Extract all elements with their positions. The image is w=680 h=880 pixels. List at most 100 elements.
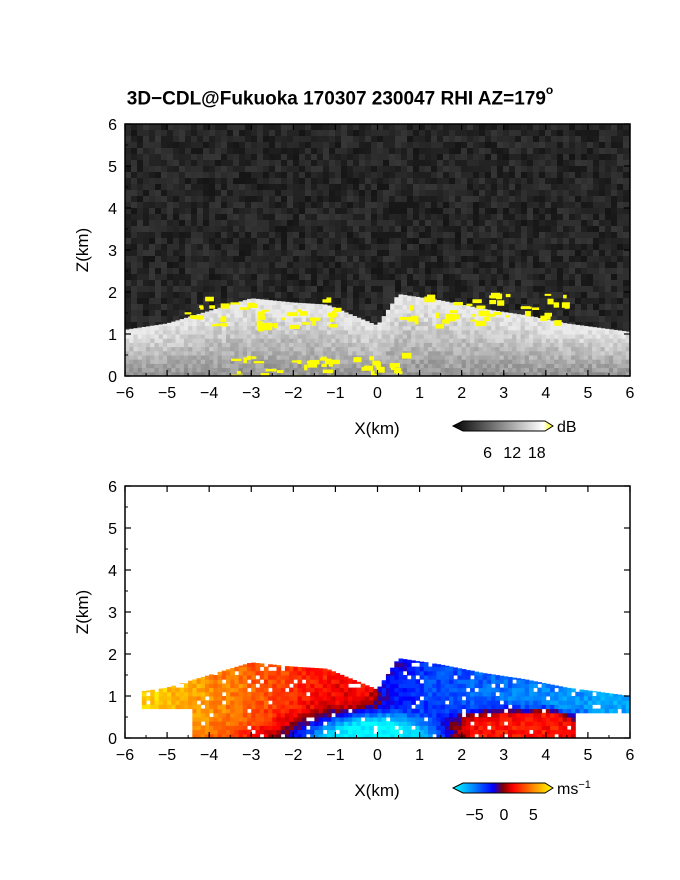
intensity-echo-cell xyxy=(411,359,416,364)
intensity-echo-cell xyxy=(162,367,168,373)
intensity-noise-cell xyxy=(323,238,329,244)
intensity-noise-cell xyxy=(293,142,299,148)
intensity-noise-cell xyxy=(185,250,191,256)
intensity-noise-cell xyxy=(191,136,197,142)
intensity-noise-cell xyxy=(353,172,359,178)
intensity-noise-cell xyxy=(509,214,515,220)
intensity-noise-cell xyxy=(155,226,161,232)
intensity-echo-cell xyxy=(301,308,307,314)
intensity-noise-cell xyxy=(593,148,599,154)
intensity-echo-cell xyxy=(167,371,172,376)
intensity-noise-cell xyxy=(575,310,581,316)
intensity-echo-cell xyxy=(402,313,408,318)
intensity-noise-cell xyxy=(365,202,371,208)
intensity-noise-cell xyxy=(131,262,137,268)
intensity-noise-cell xyxy=(347,304,353,310)
intensity-noise-cell xyxy=(383,196,389,202)
intensity-noise-cell xyxy=(437,262,443,268)
intensity-noise-cell xyxy=(347,166,353,172)
intensity-echo-cell xyxy=(440,350,446,356)
intensity-echo-cell xyxy=(381,321,387,327)
intensity-noise-cell xyxy=(317,262,323,268)
intensity-echo-cell xyxy=(381,338,387,343)
intensity-echo-cell xyxy=(343,371,349,376)
intensity-noise-cell xyxy=(587,286,593,292)
intensity-noise-cell xyxy=(359,262,365,268)
intensity-noise-cell xyxy=(203,220,209,226)
intensity-echo-cell xyxy=(478,308,484,310)
intensity-noise-cell xyxy=(221,172,227,178)
intensity-noise-cell xyxy=(599,238,605,244)
intensity-echo-cell xyxy=(284,325,290,331)
intensity-echo-cell xyxy=(411,350,416,356)
intensity-echo-cell xyxy=(141,346,147,352)
intensity-noise-cell xyxy=(431,142,437,148)
intensity-noise-cell xyxy=(227,154,233,160)
intensity-noise-cell xyxy=(533,304,539,310)
intensity-echo-cell xyxy=(188,342,193,348)
intensity-echo-cell xyxy=(188,367,193,373)
intensity-echo-cell xyxy=(217,363,223,369)
intensity-noise-cell xyxy=(425,232,431,238)
intensity-noise-cell xyxy=(455,298,461,304)
intensity-noise-cell xyxy=(365,142,371,148)
intensity-echo-cell xyxy=(327,317,332,322)
intensity-noise-cell xyxy=(353,280,359,286)
intensity-echo-cell xyxy=(213,334,219,339)
intensity-echo-cell xyxy=(423,342,429,348)
intensity-echo-cell xyxy=(200,355,206,360)
intensity-noise-cell xyxy=(575,238,581,244)
intensity-noise-cell xyxy=(551,202,557,208)
intensity-noise-cell xyxy=(371,232,377,238)
intensity-noise-cell xyxy=(563,256,569,262)
intensity-echo-cell xyxy=(242,342,248,348)
intensity-echo-cell xyxy=(305,355,311,360)
intensity-echo-cell xyxy=(141,334,147,339)
intensity-noise-cell xyxy=(365,232,371,238)
intensity-noise-cell xyxy=(605,262,611,268)
intensity-noise-cell xyxy=(197,130,203,136)
intensity-noise-cell xyxy=(539,124,545,130)
intensity-echo-cell xyxy=(415,371,421,376)
intensity-noise-cell xyxy=(275,202,281,208)
intensity-noise-cell xyxy=(347,292,353,298)
intensity-echo-cell xyxy=(322,321,328,327)
intensity-noise-cell xyxy=(263,214,269,220)
intensity-echo-cell xyxy=(175,338,181,343)
intensity-noise-cell xyxy=(149,238,155,244)
intensity-echo-cell xyxy=(276,325,282,331)
intensity-noise-cell xyxy=(449,208,455,214)
intensity-noise-cell xyxy=(149,304,155,310)
intensity-echo-cell xyxy=(213,359,219,364)
intensity-echo-cell xyxy=(125,350,130,356)
intensity-noise-cell xyxy=(521,130,527,136)
intensity-noise-cell xyxy=(623,280,629,286)
intensity-noise-cell xyxy=(311,124,317,130)
intensity-noise-cell xyxy=(143,214,149,220)
intensity-noise-cell xyxy=(443,130,449,136)
intensity-noise-cell xyxy=(149,130,155,136)
intensity-noise-cell xyxy=(581,280,587,286)
intensity-noise-cell xyxy=(497,256,503,262)
intensity-noise-cell xyxy=(281,136,287,142)
intensity-echo-cell xyxy=(200,321,206,327)
intensity-noise-cell xyxy=(473,142,479,148)
intensity-echo-cell xyxy=(221,329,227,335)
intensity-noise-cell xyxy=(479,250,485,256)
intensity-noise-cell xyxy=(605,184,611,190)
intensity-noise-cell xyxy=(581,232,587,238)
intensity-noise-cell xyxy=(605,160,611,166)
intensity-noise-cell xyxy=(131,142,137,148)
intensity-noise-cell xyxy=(365,316,371,322)
intensity-noise-cell xyxy=(413,130,419,136)
intensity-noise-cell xyxy=(515,298,521,304)
intensity-noise-cell xyxy=(233,232,239,238)
intensity-noise-cell xyxy=(167,208,173,214)
intensity-noise-cell xyxy=(503,184,509,190)
intensity-noise-cell xyxy=(569,142,575,148)
intensity-noise-cell xyxy=(587,304,593,310)
intensity-noise-cell xyxy=(215,292,221,298)
intensity-noise-cell xyxy=(515,160,521,166)
intensity-echo-cell xyxy=(133,367,139,373)
